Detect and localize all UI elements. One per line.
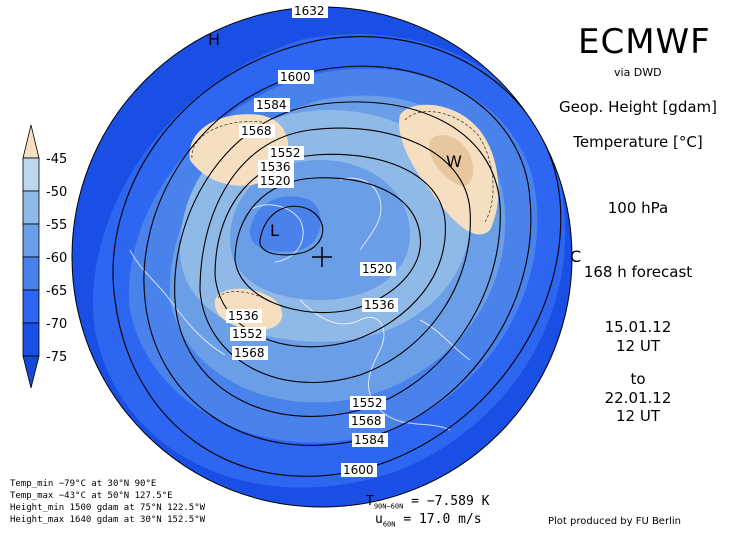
t-index: T90N−60N = −7.589 K [366,494,489,511]
legend-label: -65 [46,284,68,299]
contour-label: 1584 [354,433,385,447]
warm-marker: W [446,152,462,171]
forecast-lead: 168 h forecast [583,263,693,281]
legend-label: -50 [46,185,68,200]
contour-label: 1584 [256,98,287,112]
legend-swatch [22,124,40,159]
init-date: 15.01.12 [604,318,672,336]
contour-label: 1632 [294,4,325,18]
variable-temperature: Temperature [°C] [573,133,703,151]
contour-label: 1536 [260,160,291,174]
temp-min: Temp_min −79°C at 30°N 90°E [10,479,157,489]
contour-label: 1568 [241,124,272,138]
legend-swatch [22,289,40,324]
legend-label: -45 [46,152,68,167]
legend-colorbar [22,124,40,389]
stats-block: Temp_min −79°C at 30°N 90°E Temp_max −43… [10,478,205,526]
temp-max: Temp_max −43°C at 50°N 127.5°E [10,491,173,501]
legend-swatch [22,223,40,258]
contour-label: 1552 [352,396,383,410]
cold-marker: C [570,247,581,266]
high-marker: H [208,30,220,49]
legend-swatch [22,355,40,389]
pole-cross [312,247,332,267]
pressure-level: 100 hPa [607,199,669,217]
contour-label: 1536 [364,298,395,312]
contour-label: 1568 [351,414,382,428]
legend-swatch [22,322,40,357]
u-sub: 60N [382,520,396,529]
model-title: ECMWF [578,22,711,62]
credit: Plot produced by FU Berlin [548,516,681,527]
valid-time: 12 UT [616,407,660,425]
contour-label: 1520 [362,262,393,276]
legend-label: -60 [46,251,68,266]
contour-label: 1536 [228,309,259,323]
legend-label: -70 [46,317,68,332]
t-value: = −7.589 K [411,494,490,509]
t-label: T [366,494,374,509]
contour-label: 1520 [260,174,291,188]
valid-date: 22.01.12 [604,389,672,407]
height-max: Height_max 1640 gdam at 30°N 152.5°W [10,515,206,525]
contour-label: 1568 [234,346,265,360]
legend-swatch [22,256,40,291]
source-label: via DWD [614,66,662,79]
legend-swatch [22,190,40,225]
warm-core-asia [429,135,474,186]
u-value: = 17.0 m/s [403,512,482,527]
height-contours [112,36,562,477]
contour-label: 1552 [232,327,263,341]
low-marker: L [270,221,279,240]
init-time: 12 UT [616,337,660,355]
contour-label-group: 1632 1600 1584 1568 1552 1536 1520 1520 … [226,4,398,477]
contour-label: 1600 [343,463,374,477]
u-label: u [375,512,383,527]
coastlines [129,177,471,431]
contour-label: 1552 [270,146,301,160]
legend-label: -55 [46,218,68,233]
height-min: Height_min 1500 gdam at 75°N 122.5°W [10,503,206,513]
t-sub: 90N−60N [373,502,404,511]
variable-height: Geop. Height [gdam] [559,98,717,116]
u-index: u60N = 17.0 m/s [375,512,482,529]
to-label: to [630,370,646,388]
temperature-contours [191,111,494,303]
legend-swatch [22,157,40,192]
legend-label: -75 [46,350,68,365]
contour-label: 1600 [280,70,311,84]
